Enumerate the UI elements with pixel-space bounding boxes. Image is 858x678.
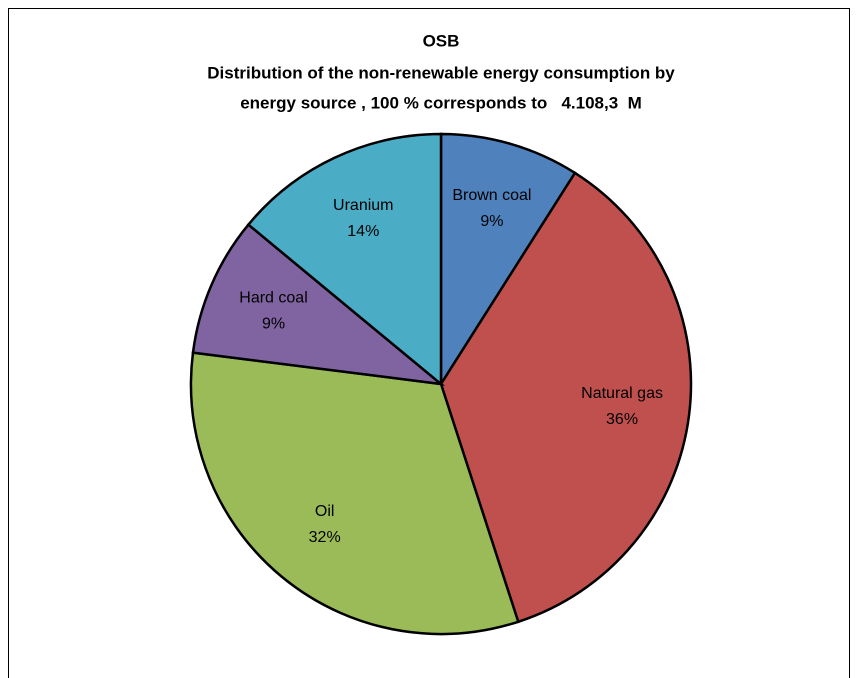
- slice-value-label: 32%: [309, 529, 341, 546]
- slice-label: Brown coal: [452, 187, 531, 204]
- chart-title: energy source , 100 % corresponds to 4.1…: [240, 93, 642, 112]
- pie-slice: [439, 171, 693, 624]
- slice-value-label: 9%: [262, 316, 285, 333]
- slice-value-label: 36%: [606, 411, 638, 428]
- chart-title: Distribution of the non-renewable energy…: [207, 63, 675, 82]
- pie-slice: [439, 132, 577, 389]
- slice-value-label: 14%: [347, 223, 379, 240]
- slice-label: Hard coal: [239, 290, 307, 307]
- slice-value-label: 9%: [480, 213, 503, 230]
- slice-label: Natural gas: [581, 385, 663, 402]
- slice-label: Oil: [315, 503, 335, 520]
- pie-slice: [189, 351, 520, 636]
- pie-slice: [246, 132, 443, 387]
- slice-label: Uranium: [333, 197, 393, 214]
- pie-slice: [191, 222, 446, 386]
- chart-title: OSB: [423, 31, 460, 50]
